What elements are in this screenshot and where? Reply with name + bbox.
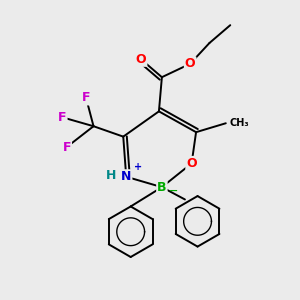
Text: +: + <box>134 162 142 172</box>
Text: O: O <box>185 57 195 70</box>
Text: −: − <box>169 186 179 196</box>
Text: F: F <box>58 111 67 124</box>
Text: F: F <box>82 92 90 104</box>
Text: N: N <box>121 170 131 183</box>
Text: F: F <box>62 140 71 154</box>
Text: B: B <box>157 181 167 194</box>
Text: O: O <box>136 53 146 66</box>
Text: CH₃: CH₃ <box>230 118 249 128</box>
Text: O: O <box>186 157 197 170</box>
Text: H: H <box>106 169 116 182</box>
